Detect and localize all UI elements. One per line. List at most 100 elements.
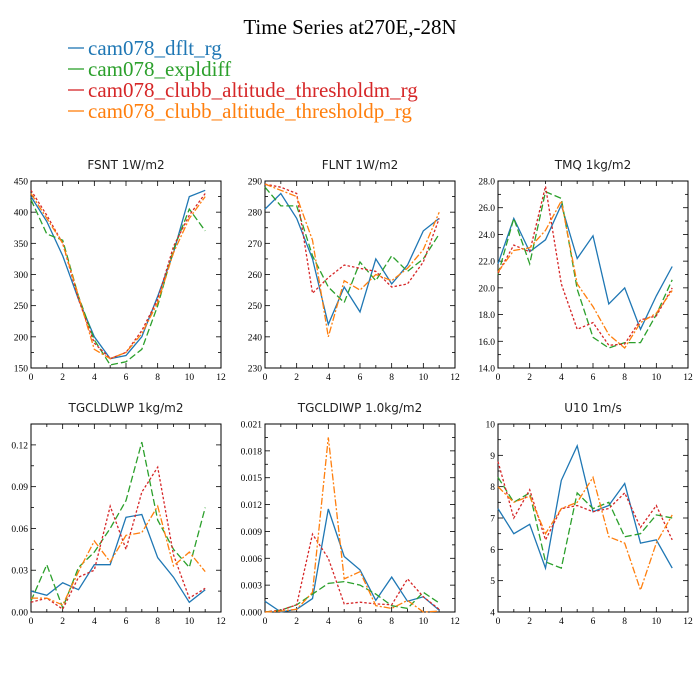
series-line-2 (264, 183, 440, 295)
y-tick-label: 0.06 (11, 525, 28, 535)
x-tick-label: 12 (450, 617, 460, 627)
y-tick-label: 24.0 (478, 231, 495, 241)
y-tick-label: 240 (248, 333, 263, 343)
y-tick-label: 7 (490, 515, 495, 525)
panel-2: TMQ 1kg/m2 0 2 4 6 8 10 12 14.0 16.0 18.0 20.0 22.0 2… (478, 158, 693, 383)
x-tick-label: 2 (527, 373, 532, 383)
x-tick-label: 4 (326, 373, 331, 383)
x-tick-label: 2 (60, 373, 65, 383)
x-tick-label: 8 (155, 617, 160, 627)
x-tick-label: 0 (29, 373, 34, 383)
x-tick-label: 10 (185, 373, 195, 383)
y-tick-label: 150 (14, 365, 29, 375)
y-tick-label: 0.000 (241, 609, 263, 619)
x-tick-label: 6 (591, 373, 596, 383)
x-tick-label: 12 (683, 617, 693, 627)
series-line-3 (30, 193, 206, 360)
series-line-1 (30, 199, 206, 366)
y-tick-label: 20.0 (478, 284, 495, 294)
x-tick-label: 2 (294, 617, 299, 627)
x-tick-label: 10 (652, 373, 662, 383)
x-tick-label: 4 (559, 373, 564, 383)
panel-title: TGCLDIWP 1.0kg/m2 (297, 401, 422, 415)
y-tick-label: 200 (14, 333, 29, 343)
x-tick-label: 12 (216, 373, 226, 383)
x-tick-label: 8 (389, 617, 394, 627)
x-tick-label: 10 (419, 373, 429, 383)
x-tick-label: 10 (419, 617, 429, 627)
x-tick-label: 0 (263, 617, 268, 627)
x-tick-label: 6 (358, 617, 363, 627)
legend-label-thresholdm: cam078_clubb_altitude_thresholdm_rg (88, 78, 418, 102)
y-tick-label: 0.003 (241, 582, 263, 592)
series-line-1 (264, 186, 440, 304)
y-tick-label: 450 (14, 178, 29, 188)
series-line-0 (30, 189, 206, 360)
panel-title: U10 1m/s (564, 401, 622, 415)
y-tick-label: 9 (490, 452, 495, 462)
panels: FSNT 1W/m20 2 4 6 8 10 12150200250300350400450… (11, 158, 693, 627)
y-tick-label: 26.0 (478, 204, 495, 214)
axes-frame (264, 423, 456, 613)
y-tick-label: 260 (248, 271, 263, 281)
y-tick-label: 0.015 (241, 474, 263, 484)
x-tick-label: 4 (326, 617, 331, 627)
x-tick-label: 2 (527, 617, 532, 627)
y-tick-label: 16.0 (478, 338, 495, 348)
y-tick-label: 250 (14, 302, 29, 312)
panel-4: TGCLDIWP 1.0kg/m2 0 2 4 6 8 10 12 0.000 0.003 0.00… (241, 401, 460, 627)
series-line-0 (497, 203, 673, 331)
x-tick-label: 12 (683, 373, 693, 383)
y-tick-label: 14.0 (478, 365, 495, 375)
y-tick-label: 18.0 (478, 311, 495, 321)
x-tick-label: 4 (559, 617, 564, 627)
series-line-2 (264, 532, 440, 613)
series-line-0 (30, 513, 206, 604)
y-tick-label: 28.0 (478, 178, 495, 188)
panel-title: TGCLDLWP 1kg/m2 (67, 401, 183, 415)
x-tick-label: 2 (60, 617, 65, 627)
y-tick-label: 4 (490, 609, 495, 619)
panel-3: TGCLDLWP 1kg/m2 0 2 4 6 8 10 12 0.00 0.03 0.06 0.09… (11, 401, 226, 627)
y-tick-label: 350 (14, 240, 29, 250)
y-tick-label: 0.021 (241, 421, 263, 431)
x-tick-label: 0 (496, 373, 501, 383)
y-tick-label: 0.012 (241, 501, 263, 511)
x-tick-label: 0 (496, 617, 501, 627)
panel-title: FSNT 1W/m2 (87, 158, 164, 172)
y-tick-label: 22.0 (478, 258, 495, 268)
x-tick-label: 6 (358, 373, 363, 383)
panel-5: U10 1m/s 0 2 4 6 8 10 12 4 5 6 7 8 9 10 (486, 401, 694, 627)
series-line-3 (264, 437, 440, 613)
y-tick-label: 300 (14, 271, 29, 281)
y-tick-label: 400 (14, 209, 29, 219)
x-tick-label: 8 (622, 373, 627, 383)
x-tick-label: 8 (389, 373, 394, 383)
y-tick-label: 0.018 (241, 447, 263, 457)
series-line-2 (30, 189, 206, 360)
y-tick-label: 0.00 (11, 609, 28, 619)
series-line-1 (497, 190, 673, 349)
axes-frame (264, 180, 456, 369)
x-tick-label: 6 (124, 373, 129, 383)
series-line-1 (30, 441, 206, 610)
series-line-0 (264, 508, 440, 613)
panel-1: FLNT 1W/m2 0 2 4 6 8 10 12 230 240 250 260 270 280 290 (248, 158, 460, 383)
series-line-3 (497, 199, 673, 349)
y-tick-label: 270 (248, 240, 263, 250)
y-tick-label: 0.009 (241, 528, 263, 538)
x-tick-label: 6 (591, 617, 596, 627)
y-tick-label: 0.09 (11, 483, 28, 493)
x-tick-label: 12 (216, 617, 226, 627)
figure-title: Time Series at270E,-28N (243, 15, 456, 39)
y-tick-label: 250 (248, 302, 263, 312)
series-line-1 (264, 580, 440, 613)
series-line-3 (31, 504, 206, 606)
x-tick-label: 10 (652, 617, 662, 627)
y-tick-label: 10 (486, 421, 496, 431)
x-tick-label: 0 (263, 373, 268, 383)
x-tick-label: 4 (92, 617, 97, 627)
x-tick-label: 12 (450, 373, 460, 383)
